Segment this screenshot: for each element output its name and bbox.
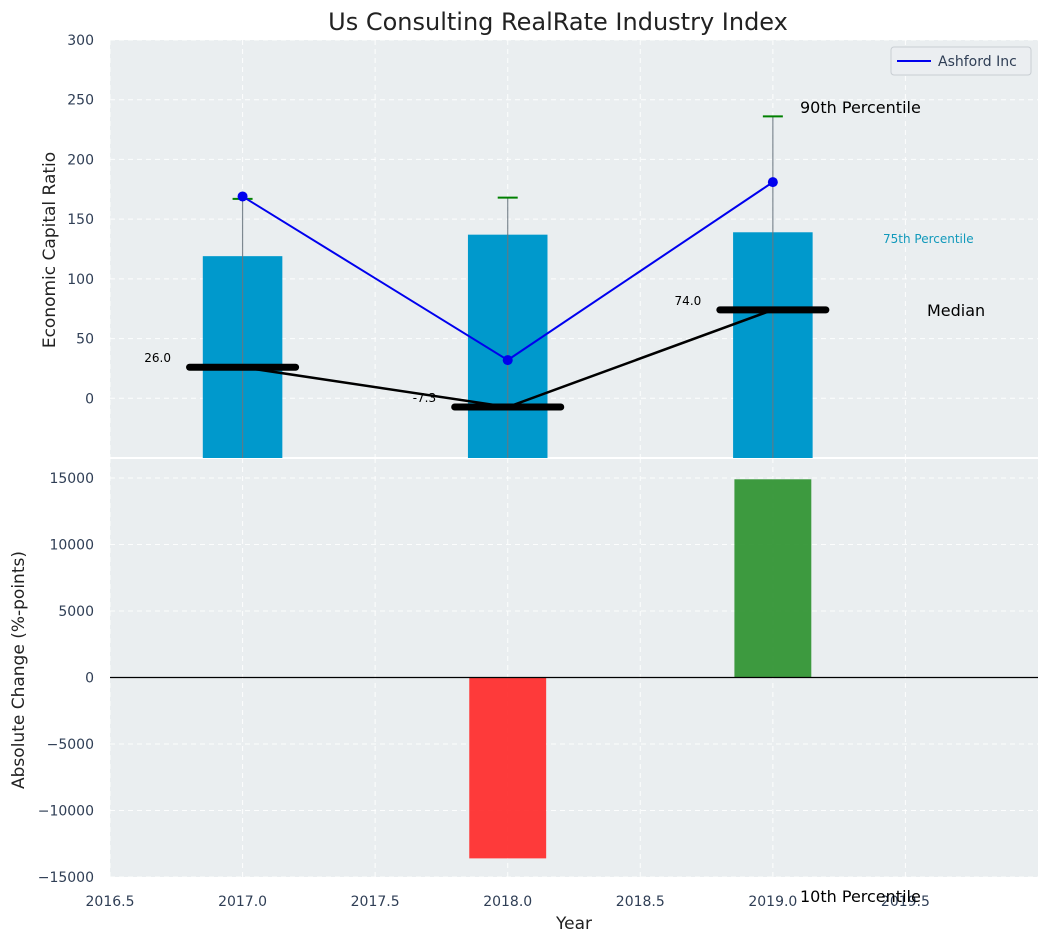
annotation-90th-percentile: 90th Percentile [800, 98, 921, 117]
ashford-inc-point [237, 191, 248, 202]
bottom-y-tick-label: 0 [85, 670, 94, 686]
top-y-tick-label: 300 [67, 33, 94, 49]
ashford-inc-point [502, 355, 513, 366]
legend: Ashford Inc [890, 46, 1032, 76]
top-y-tick-label: 250 [67, 93, 94, 109]
top-y-tick-label: 0 [85, 391, 94, 407]
x-tick-label: 2018.5 [616, 894, 665, 910]
x-tick-label: 2019.0 [748, 894, 797, 910]
median-value-label: 74.0 [675, 294, 702, 308]
legend-box [890, 46, 1032, 76]
median-value-label: -7.3 [413, 391, 436, 405]
median-value-label: 26.0 [144, 351, 171, 365]
top-y-axis-title: Economic Capital Ratio [40, 152, 60, 348]
chart-title: Us Consulting RealRate Industry Index [328, 8, 788, 36]
top-y-tick-label: 50 [76, 332, 94, 348]
change-bar-negative [469, 677, 547, 859]
top-y-tick-label: 100 [67, 272, 94, 288]
top-y-tick-label: 150 [67, 212, 94, 228]
x-tick-label: 2017.5 [351, 894, 400, 910]
chart-marks: 26.0 -7.3 74.0 [110, 115, 1038, 859]
x-tick-label: 2018.0 [483, 894, 532, 910]
annotation-75th-percentile: 75th Percentile [883, 232, 974, 246]
x-tick-label: 2017.0 [218, 894, 267, 910]
bottom-plot-background [110, 458, 1038, 877]
change-bar-positive [734, 479, 812, 678]
x-axis-title: Year [555, 914, 592, 934]
bottom-y-tick-label: 10000 [49, 537, 94, 553]
bottom-y-axis-title: Absolute Change (%-points) [9, 551, 29, 789]
annotation-10th-percentile: 10th Percentile [800, 887, 921, 906]
tick-labels: 2016.5 2017.0 2017.5 2018.0 2018.5 2019.0 2019… [38, 33, 930, 910]
x-tick-label: 2016.5 [86, 894, 135, 910]
top-y-tick-label: 200 [67, 152, 94, 168]
ashford-inc-point [767, 177, 778, 188]
bottom-y-tick-label: −10000 [38, 803, 94, 819]
bottom-y-tick-label: 5000 [58, 604, 94, 620]
bottom-y-tick-label: −5000 [47, 737, 94, 753]
legend-entry-ashford-inc: Ashford Inc [938, 54, 1017, 70]
bottom-y-tick-label: −15000 [38, 870, 94, 886]
bottom-y-tick-label: 15000 [49, 471, 94, 487]
annotation-median: Median [927, 301, 985, 320]
x-tick-label: 2019.5 [881, 894, 930, 910]
